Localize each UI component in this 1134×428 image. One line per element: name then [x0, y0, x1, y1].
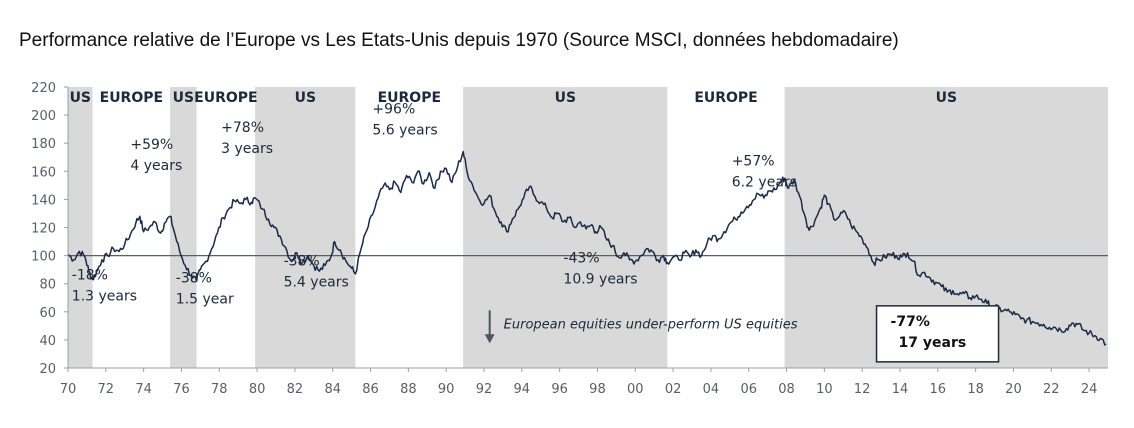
- x-tick-label: 06: [740, 382, 757, 397]
- x-tick-label: 72: [98, 382, 115, 397]
- annotation-text: -18%: [72, 267, 108, 283]
- x-tick-label: 98: [589, 382, 606, 397]
- y-tick-label: 120: [31, 222, 56, 237]
- y-tick-label: 140: [31, 193, 56, 208]
- annotation-3: +96% 5.6 years: [372, 102, 437, 139]
- annotation-text: -38%: [284, 253, 320, 269]
- annotation-text: -77%: [891, 314, 930, 330]
- annotations: +59% 4 years +78% 3 years +96% 5.6 years +57% 6…: [72, 102, 1000, 363]
- x-tick-label: 96: [551, 382, 568, 397]
- period-band-us: [68, 87, 93, 368]
- x-tick-label: 82: [287, 382, 304, 397]
- y-tick-label: 100: [31, 250, 56, 265]
- y-tick-label: 200: [31, 109, 56, 124]
- annotation-text: -38%: [176, 270, 212, 286]
- annotation-5: -18% 1.3 years: [72, 267, 137, 304]
- annotation-6: -38% 1.5 year: [176, 270, 234, 307]
- annotation-box: [875, 305, 1000, 363]
- period-labels: US EUROPE US EUROPE US EUROPE US EUROPE US: [70, 90, 957, 106]
- x-tick-label: 14: [892, 382, 909, 397]
- period-band-europe: [667, 87, 785, 368]
- x-tick-label: 78: [211, 382, 228, 397]
- x-tick-label: 84: [324, 382, 341, 397]
- x-tick-label: 08: [778, 382, 795, 397]
- period-label-europe: EUROPE: [694, 90, 757, 106]
- period-label-us: US: [555, 90, 576, 106]
- x-tick-label: 16: [930, 382, 947, 397]
- y-tick-label: 40: [39, 334, 56, 349]
- x-tick-label: 02: [665, 382, 682, 397]
- x-tick-label: 94: [514, 382, 531, 397]
- series-layer: [67, 150, 1107, 346]
- period-label-us: US: [70, 90, 91, 106]
- y-tick-label: 160: [31, 165, 56, 180]
- annotation-text: 4 years: [130, 158, 182, 174]
- annotation-1: +59% 4 years: [130, 137, 182, 174]
- annotation-text: +59%: [130, 137, 173, 153]
- annotation-text: 1.3 years: [72, 288, 137, 304]
- period-label-europe: EUROPE: [100, 90, 163, 106]
- annotation-text: 10.9 years: [563, 272, 637, 288]
- annotation-text: 6.2 years: [732, 175, 797, 191]
- period-band-europe: [92, 87, 171, 368]
- annotation-text: +57%: [732, 154, 775, 170]
- x-tick-label: 88: [400, 382, 417, 397]
- x-tick-label: 80: [249, 382, 266, 397]
- x-tick-label: 74: [135, 382, 152, 397]
- x-tick-label: 90: [438, 382, 455, 397]
- period-label-us: US: [173, 90, 194, 106]
- period-band-us: [170, 87, 197, 368]
- x-tick-label: 24: [1081, 382, 1098, 397]
- annotation-text: 3 years: [221, 141, 273, 157]
- x-tick-label: 10: [816, 382, 833, 397]
- underperform-note: European equities under-perform US equit…: [504, 317, 798, 332]
- x-tick-label: 20: [1005, 382, 1022, 397]
- annotation-7: -38% 5.4 years: [284, 253, 349, 290]
- x-tick-label: 12: [854, 382, 871, 397]
- series-line-0: [67, 150, 1107, 346]
- y-tick-label: 220: [31, 81, 56, 96]
- y-tick-label: 20: [39, 362, 56, 377]
- annotation-text: +96%: [372, 102, 415, 118]
- x-tick-label: 22: [1043, 382, 1060, 397]
- annotation-text: 17 years: [899, 335, 967, 351]
- annotation-text: 5.4 years: [284, 274, 349, 290]
- annotation-text: 5.6 years: [372, 123, 437, 139]
- period-label-us: US: [295, 90, 316, 106]
- x-tick-label: 18: [967, 382, 984, 397]
- annotation-4: +57% 6.2 years: [732, 154, 797, 191]
- x-tick-label: 76: [173, 382, 190, 397]
- chart-title: Performance relative de l’Europe vs Les …: [19, 30, 899, 51]
- annotation-text: +78%: [221, 120, 264, 136]
- period-band-europe: [355, 87, 464, 368]
- period-band-us: [463, 87, 668, 368]
- x-tick-label: 92: [476, 382, 493, 397]
- annotation-8: -43% 10.9 years: [563, 251, 637, 288]
- period-label-us: US: [936, 90, 957, 106]
- period-band-us: [255, 87, 356, 368]
- x-tick-label: 86: [362, 382, 379, 397]
- annotation-text: 1.5 year: [176, 291, 234, 307]
- down-arrow-head-icon: [484, 334, 495, 344]
- period-label-europe: EUROPE: [378, 90, 441, 106]
- y-tick-label: 80: [39, 278, 56, 293]
- period-label-europe: EUROPE: [194, 90, 257, 106]
- x-tick-label: 70: [60, 382, 77, 397]
- y-tick-label: 60: [39, 306, 56, 321]
- y-tick-label: 180: [31, 137, 56, 152]
- x-tick-label: 04: [703, 382, 720, 397]
- period-band-europe: [196, 87, 256, 368]
- annotation-current-box: -77% 17 years: [875, 305, 1000, 363]
- annotation-text: -43%: [563, 251, 599, 267]
- x-tick-label: 00: [627, 382, 644, 397]
- annotation-2: +78% 3 years: [221, 120, 273, 157]
